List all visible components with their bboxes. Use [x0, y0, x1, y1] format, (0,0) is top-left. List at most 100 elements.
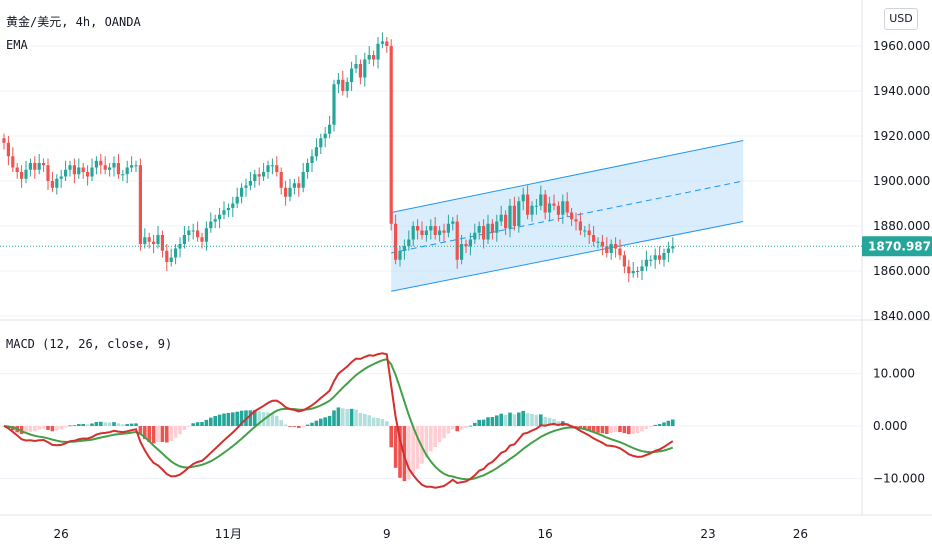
candle [209, 221, 213, 229]
last-price-badge [862, 236, 932, 257]
macd-histogram-bar [380, 419, 385, 426]
macd-histogram-bar [239, 410, 244, 426]
candle [235, 196, 239, 204]
candle [86, 172, 90, 177]
currency-button[interactable]: USD [884, 8, 918, 30]
macd-histogram-bar [305, 424, 310, 426]
candle [389, 46, 393, 224]
symbol-legend[interactable]: 黄金/美元, 4h, OANDA [6, 15, 141, 29]
candle [574, 219, 578, 222]
candle [152, 241, 156, 244]
macd-histogram-bar [81, 423, 85, 426]
ema-legend[interactable]: EMA [6, 38, 28, 52]
candle [81, 167, 85, 172]
macd-legend[interactable]: MACD (12, 26, close, 9) [6, 337, 173, 351]
macd-histogram-bar [226, 412, 231, 426]
candle [266, 165, 270, 172]
candle [240, 187, 244, 197]
macd-histogram-bar [552, 419, 556, 426]
candle [376, 43, 380, 60]
macd-histogram-bar [28, 426, 33, 432]
macd-tick-label: 10.000 [873, 367, 915, 381]
time-tick-label: 26 [54, 527, 69, 541]
macd-histogram-bar [46, 426, 50, 430]
macd-histogram-bar [59, 426, 63, 430]
price-axis[interactable]: 1840.000 1860.000 1880.000 1900.000 1920.000… [873, 39, 930, 323]
macd-histogram-bar [407, 426, 411, 480]
macd-histogram-bar [363, 414, 367, 426]
macd-axis[interactable]: 10.000 0.000 −10.000 [873, 367, 925, 486]
candle [411, 226, 415, 240]
candle [108, 167, 112, 170]
candle [543, 194, 547, 213]
macd-histogram-bar [319, 418, 323, 426]
macd-histogram-bar [653, 424, 657, 426]
candle [2, 138, 6, 143]
macd-histogram-bar [90, 423, 94, 426]
macd-histogram-bar [116, 423, 121, 426]
macd-histogram-bar [222, 413, 226, 426]
candle [130, 165, 134, 168]
candle [534, 205, 538, 207]
macd-histogram-bar [583, 426, 587, 430]
candle [328, 124, 332, 134]
candle [649, 259, 653, 261]
time-axis[interactable]: 26 11月 9 16 23 26 [54, 527, 808, 541]
macd-histogram-bar [490, 417, 495, 426]
candle [486, 223, 490, 240]
macd-histogram-bar [596, 426, 600, 433]
candle [662, 253, 666, 260]
macd-histogram-bar [525, 413, 530, 426]
channel-upper [391, 140, 744, 213]
macd-histogram-bar [195, 422, 200, 426]
macd-histogram-bar [138, 426, 143, 434]
macd-histogram-bar [437, 426, 442, 443]
macd-histogram-bar [455, 426, 459, 432]
candle [174, 248, 178, 258]
price-tick-label: 1860.000 [873, 264, 930, 278]
candle [99, 160, 103, 166]
macd-histogram-bar [275, 415, 279, 426]
candle [11, 156, 15, 168]
candle [490, 223, 494, 233]
macd-histogram-bar [459, 426, 464, 430]
macd-histogram-bar [666, 420, 671, 426]
macd-histogram-bar [173, 426, 178, 438]
macd-histogram-bar [33, 426, 37, 432]
candle [134, 165, 138, 167]
candle [112, 163, 116, 168]
candle [213, 219, 217, 222]
candle [121, 174, 125, 176]
macd-histogram-bar [464, 426, 468, 429]
candle [288, 187, 292, 197]
price-tick-label: 1880.000 [873, 219, 930, 233]
candle [15, 167, 19, 172]
candle [6, 142, 10, 157]
macd-histogram-bar [270, 413, 275, 426]
candle [33, 163, 37, 170]
macd-histogram-bar [389, 426, 393, 448]
macd-histogram-bar [503, 414, 508, 426]
macd-histogram-bar [644, 426, 649, 429]
macd-histogram-bar [288, 426, 292, 427]
macd-histogram-bar [235, 411, 239, 426]
candle [160, 235, 164, 251]
macd-histogram-bar [147, 426, 151, 443]
candle [631, 271, 635, 274]
macd-histogram-bar [204, 419, 209, 426]
macd-histogram-bar [209, 417, 213, 426]
candle [196, 230, 200, 238]
macd-histogram-bar [24, 426, 28, 434]
candle [512, 205, 516, 226]
macd-histogram-bar [367, 415, 371, 426]
macd-histogram-bar [354, 409, 358, 426]
macd-histogram-bar [327, 415, 332, 426]
macd-histogram-bar [191, 423, 195, 426]
candle [248, 181, 252, 186]
price-tick-label: 1960.000 [873, 39, 930, 53]
candle [68, 165, 72, 170]
candle [499, 214, 503, 222]
macd-histogram-bar [160, 426, 165, 442]
